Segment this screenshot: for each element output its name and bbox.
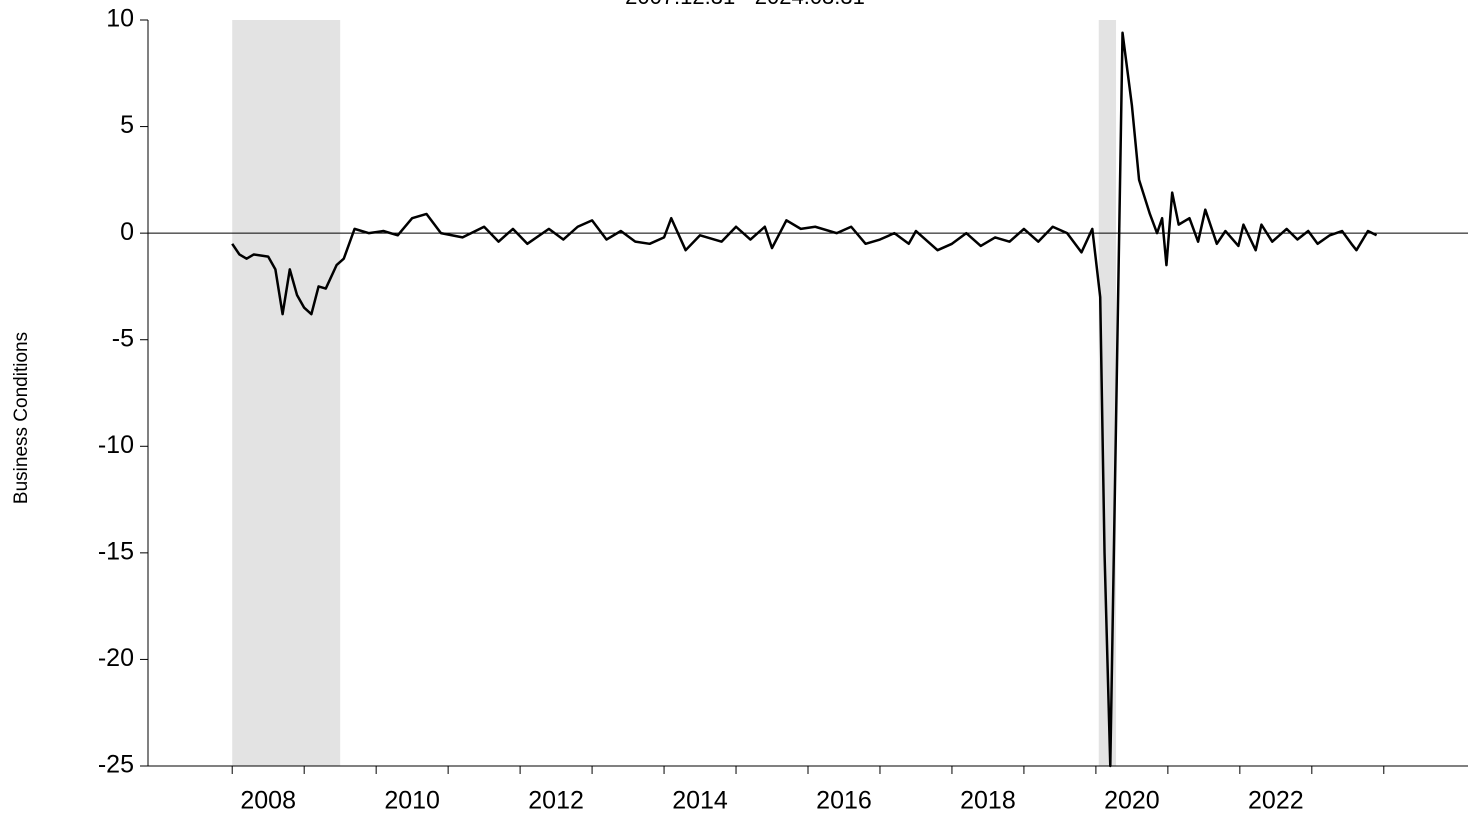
chart-subtitle: 2007:12:31 - 2024:03:31 (625, 0, 865, 9)
y-tick-label: -25 (98, 751, 134, 779)
y-axis-label: Business Conditions (11, 332, 32, 504)
shaded-period (232, 20, 341, 766)
x-tick-label: 2016 (816, 787, 872, 815)
y-tick-label: -20 (98, 644, 134, 672)
y-tick-label: 0 (120, 218, 134, 246)
x-tick-label: 2022 (1248, 787, 1304, 815)
x-tick-label: 2018 (960, 787, 1016, 815)
x-tick-label: 2020 (1104, 787, 1160, 815)
x-tick-label: 2010 (384, 787, 440, 815)
y-tick-label: -5 (112, 324, 134, 352)
x-tick-label: 2008 (240, 787, 296, 815)
data-line (231, 31, 1378, 768)
shaded-period (1098, 20, 1117, 766)
y-tick-label: -15 (98, 537, 134, 565)
y-tick-label: 5 (120, 111, 134, 139)
y-tick-label: 10 (106, 5, 134, 33)
x-tick-label: 2014 (672, 787, 728, 815)
x-tick-label: 2012 (528, 787, 584, 815)
y-tick-label: -10 (98, 431, 134, 459)
